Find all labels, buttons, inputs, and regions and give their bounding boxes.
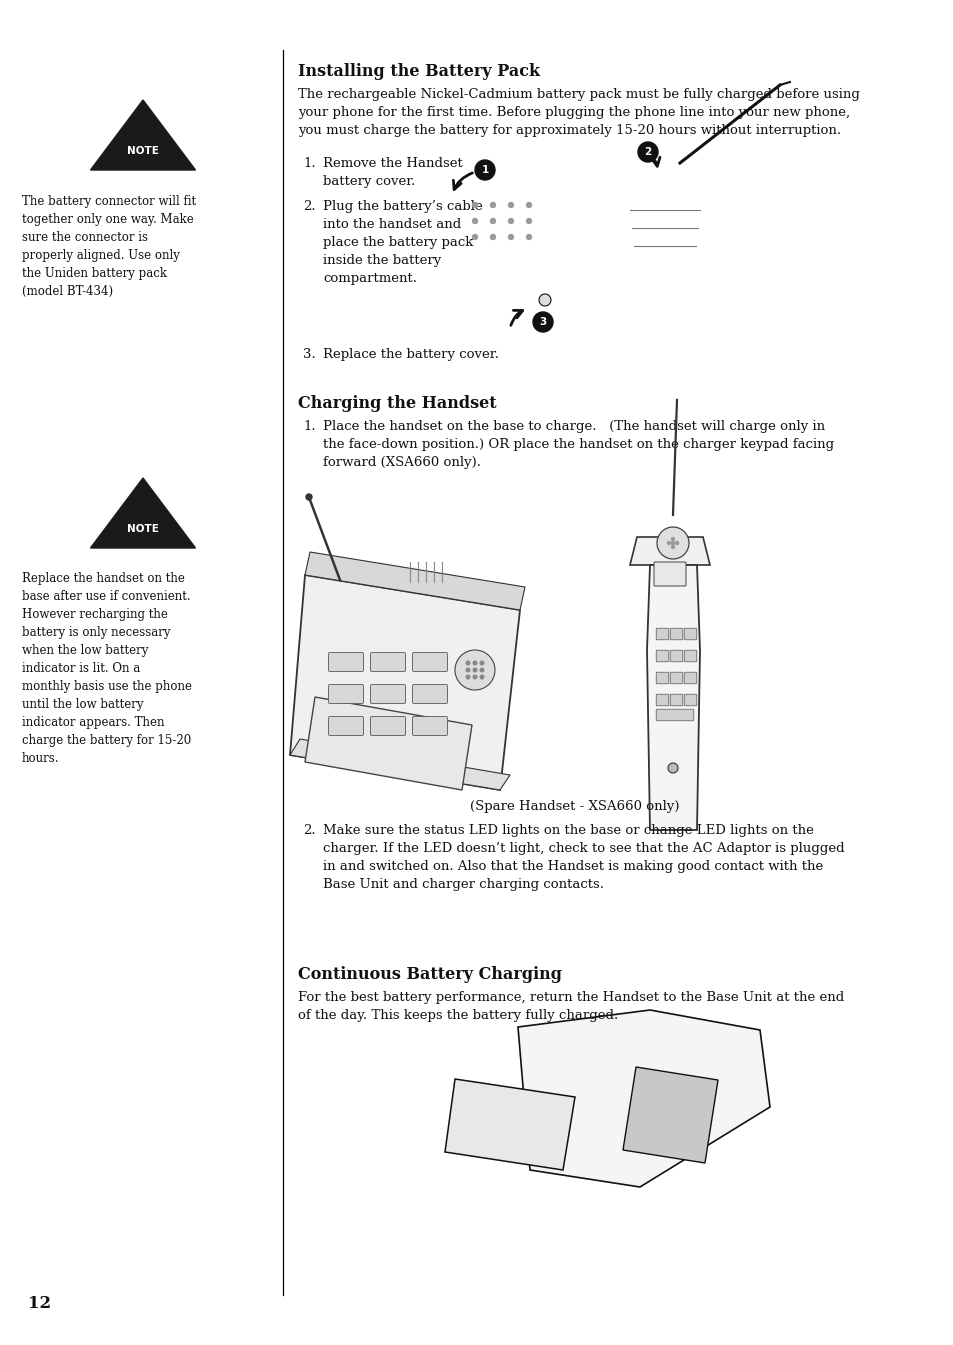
Circle shape [490,234,495,239]
Text: 12: 12 [28,1295,51,1311]
Circle shape [473,662,476,664]
Text: The battery connector will fit
together only one way. Make
sure the connector is: The battery connector will fit together … [22,195,196,299]
FancyBboxPatch shape [370,685,405,703]
FancyBboxPatch shape [370,717,405,736]
Polygon shape [629,537,709,565]
Text: 3.: 3. [303,348,315,360]
Circle shape [671,538,674,541]
FancyBboxPatch shape [670,650,682,662]
Polygon shape [290,738,510,790]
Circle shape [675,542,678,545]
FancyBboxPatch shape [683,628,696,640]
FancyBboxPatch shape [683,672,696,683]
FancyBboxPatch shape [670,694,682,706]
Text: Charging the Handset: Charging the Handset [297,395,497,412]
Circle shape [479,675,483,679]
FancyBboxPatch shape [412,685,447,703]
FancyBboxPatch shape [656,694,668,706]
Circle shape [473,668,476,671]
Circle shape [526,203,531,207]
Text: Plug the battery’s cable
into the handset and
place the battery pack
inside the : Plug the battery’s cable into the handse… [323,200,482,285]
Polygon shape [646,565,700,830]
Circle shape [671,546,674,549]
FancyBboxPatch shape [683,650,696,662]
Circle shape [455,650,495,690]
Polygon shape [305,551,524,611]
Text: 1.: 1. [303,157,315,169]
Circle shape [526,234,531,239]
Text: Make sure the status LED lights on the base or change LED lights on the
charger.: Make sure the status LED lights on the b… [323,824,843,890]
Circle shape [667,542,670,545]
Text: 2.: 2. [303,200,315,213]
Circle shape [490,203,495,207]
Text: Remove the Handset
battery cover.: Remove the Handset battery cover. [323,157,462,188]
FancyBboxPatch shape [370,652,405,671]
Circle shape [475,160,495,180]
Circle shape [479,668,483,671]
FancyBboxPatch shape [656,628,668,640]
Text: 2: 2 [643,147,651,157]
FancyBboxPatch shape [683,694,696,706]
Text: Continuous Battery Charging: Continuous Battery Charging [297,966,561,983]
FancyBboxPatch shape [328,717,363,736]
Circle shape [472,203,477,207]
Text: 1: 1 [481,165,488,175]
Circle shape [533,312,553,332]
Circle shape [508,234,513,239]
Text: Place the handset on the base to charge.   (The handset will charge only in
the : Place the handset on the base to charge.… [323,420,833,469]
FancyBboxPatch shape [670,672,682,683]
Polygon shape [622,1067,718,1163]
Text: NOTE: NOTE [127,525,159,534]
Text: 3: 3 [538,317,546,327]
Text: (Spare Handset - XSA660 only): (Spare Handset - XSA660 only) [470,800,679,812]
Text: Installing the Battery Pack: Installing the Battery Pack [297,63,539,79]
Circle shape [508,203,513,207]
Circle shape [657,527,688,560]
Circle shape [466,662,469,664]
Circle shape [508,218,513,223]
Circle shape [472,218,477,223]
Circle shape [466,675,469,679]
Circle shape [479,662,483,664]
Circle shape [490,218,495,223]
Text: The rechargeable Nickel-Cadmium battery pack must be fully charged before using
: The rechargeable Nickel-Cadmium battery … [297,87,859,137]
Circle shape [638,143,658,161]
FancyBboxPatch shape [656,672,668,683]
FancyBboxPatch shape [328,652,363,671]
Text: 1.: 1. [303,420,315,433]
Polygon shape [91,100,195,169]
Text: Replace the battery cover.: Replace the battery cover. [323,348,498,360]
Circle shape [472,234,477,239]
Text: Replace the handset on the
base after use if convenient.
However recharging the
: Replace the handset on the base after us… [22,572,192,765]
FancyBboxPatch shape [654,562,685,586]
FancyBboxPatch shape [328,685,363,703]
FancyBboxPatch shape [656,650,668,662]
FancyBboxPatch shape [412,717,447,736]
Circle shape [466,668,469,671]
Polygon shape [290,576,519,790]
FancyBboxPatch shape [670,628,682,640]
Circle shape [473,675,476,679]
Polygon shape [444,1079,575,1170]
Polygon shape [91,477,195,547]
Text: For the best battery performance, return the Handset to the Base Unit at the end: For the best battery performance, return… [297,991,843,1022]
Text: 2.: 2. [303,824,315,837]
Polygon shape [517,1010,769,1188]
Polygon shape [305,697,472,790]
Circle shape [538,295,551,307]
Circle shape [306,494,312,500]
FancyBboxPatch shape [656,709,693,721]
Circle shape [526,218,531,223]
Circle shape [671,542,674,545]
FancyBboxPatch shape [412,652,447,671]
Text: NOTE: NOTE [127,147,159,156]
Circle shape [667,763,678,773]
